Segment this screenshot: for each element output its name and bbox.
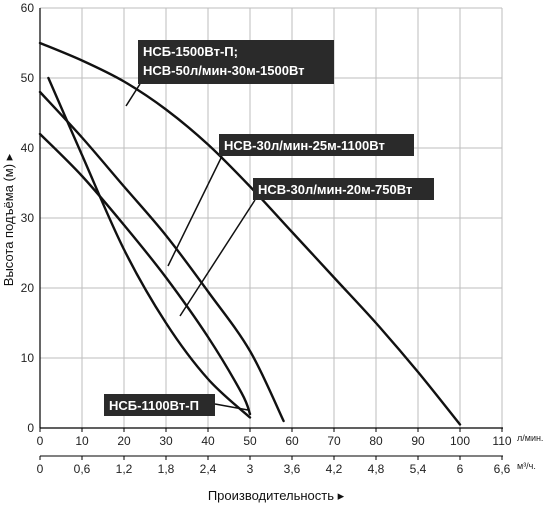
x2-tick-label-1: 0,6 bbox=[74, 462, 91, 476]
label-leaders bbox=[125, 83, 256, 411]
x2-tick-label-6: 3,6 bbox=[284, 462, 301, 476]
series-label-2: НСВ-30л/мин-20м-750Вт bbox=[258, 182, 412, 197]
x-tick-label-70: 70 bbox=[327, 434, 341, 448]
y-tick-label-20: 20 bbox=[21, 281, 35, 295]
x2-tick-label-5: 3 bbox=[247, 462, 254, 476]
series-line-1 bbox=[38, 90, 285, 423]
x-tick-label-20: 20 bbox=[117, 434, 131, 448]
series-label-1: НСВ-30л/мин-25м-1100Вт bbox=[224, 138, 385, 153]
y-tick-label-60: 60 bbox=[21, 1, 35, 15]
x-unit-primary: л/мин. bbox=[517, 433, 543, 443]
x-tick-label-110: 110 bbox=[492, 434, 511, 448]
series-label-0: НСБ-1500Вт-П; НСВ-50л/мин-30м-1500Вт bbox=[143, 44, 305, 78]
x-unit-secondary: м³/ч. bbox=[517, 461, 536, 471]
series-line-3 bbox=[47, 76, 252, 419]
x-tick-label-80: 80 bbox=[369, 434, 383, 448]
axes bbox=[39, 8, 503, 457]
series-labels: НСБ-1500Вт-П; НСВ-50л/мин-30м-1500Вт НСВ-3… bbox=[104, 40, 434, 416]
x2-tick-label-4: 2,4 bbox=[200, 462, 217, 476]
x-tick-label-90: 90 bbox=[411, 434, 425, 448]
x2-tick-label-3: 1,8 bbox=[158, 462, 175, 476]
x-secondary-tick-labels: 0 0,6 1,2 1,8 2,4 3 3,6 4,2 4,8 5,4 6 6,6 bbox=[37, 462, 511, 476]
x-tick-label-0: 0 bbox=[37, 434, 44, 448]
y-tick-label-50: 50 bbox=[21, 71, 35, 85]
label-leader-3 bbox=[214, 403, 249, 411]
series-label-3: НСБ-1100Вт-П bbox=[109, 398, 199, 413]
x-tick-label-10: 10 bbox=[75, 434, 89, 448]
label-leader-1 bbox=[167, 155, 223, 267]
y-tick-label-10: 10 bbox=[21, 351, 35, 365]
y-axis-title: Высота подъёма (м) ▸ bbox=[1, 153, 16, 286]
series-line-2 bbox=[38, 132, 252, 416]
x2-tick-label-9: 5,4 bbox=[410, 462, 427, 476]
y-tick-label-40: 40 bbox=[21, 141, 35, 155]
series-lines bbox=[38, 41, 462, 426]
x-tick-label-50: 50 bbox=[243, 434, 257, 448]
label-leader-0 bbox=[125, 83, 141, 107]
x-tick-label-30: 30 bbox=[159, 434, 173, 448]
x-tick-label-40: 40 bbox=[201, 434, 215, 448]
x2-tick-label-8: 4,8 bbox=[368, 462, 385, 476]
x2-tick-label-2: 1,2 bbox=[116, 462, 133, 476]
label-leader-2 bbox=[179, 199, 256, 317]
y-tick-labels: 0 10 20 30 40 50 60 bbox=[21, 1, 35, 435]
x2-tick-label-0: 0 bbox=[37, 462, 44, 476]
y-tick-label-0: 0 bbox=[27, 421, 34, 435]
x-tick-label-60: 60 bbox=[285, 434, 299, 448]
series-label-box-0 bbox=[138, 40, 334, 84]
series-label-box-3 bbox=[104, 394, 215, 416]
y-tick-label-30: 30 bbox=[21, 211, 35, 225]
x2-tick-label-11: 6,6 bbox=[494, 462, 511, 476]
x-tick-label-100: 100 bbox=[450, 434, 470, 448]
series-label-box-2 bbox=[253, 178, 434, 200]
x-axis-title: Производительность ▸ bbox=[208, 488, 345, 503]
x2-tick-label-10: 6 bbox=[457, 462, 464, 476]
x-tick-labels: 0 10 20 30 40 50 60 70 80 90 100 110 bbox=[37, 434, 512, 448]
series-label-box-1 bbox=[219, 134, 414, 156]
series-line-0 bbox=[38, 41, 462, 426]
x2-tick-label-7: 4,2 bbox=[326, 462, 343, 476]
